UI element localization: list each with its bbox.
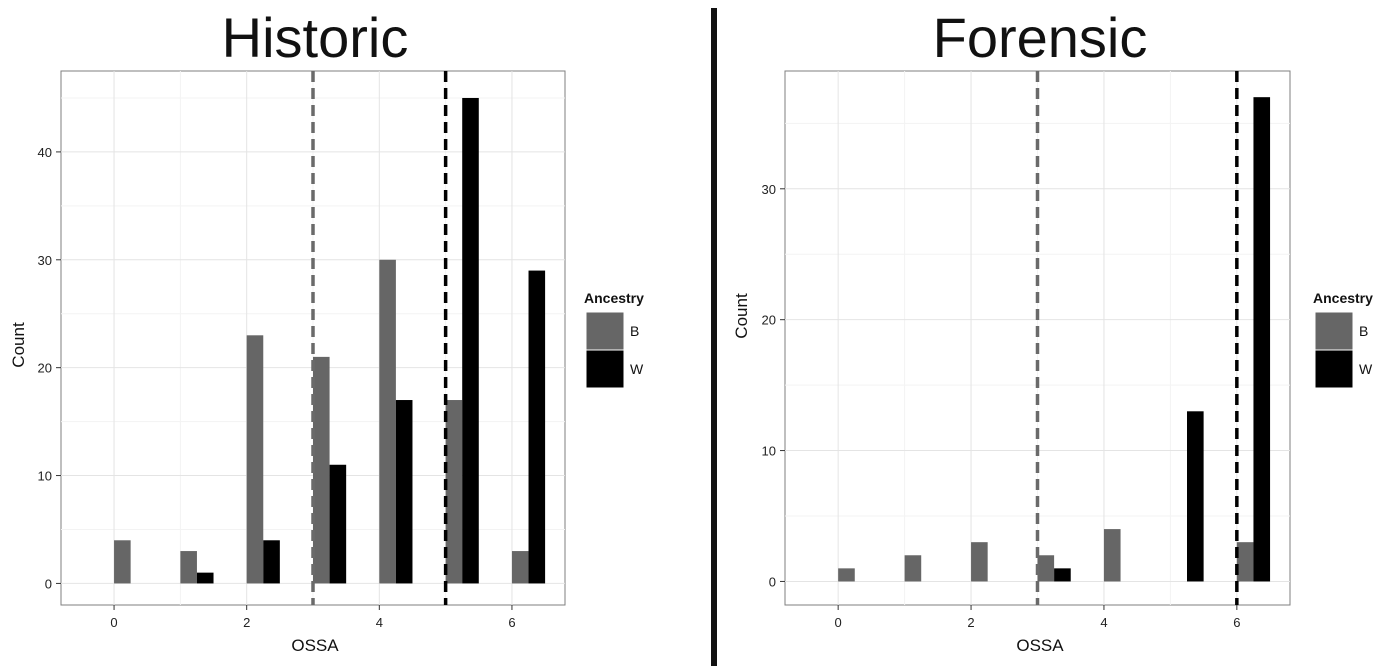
y-tick-label: 30 xyxy=(762,182,776,197)
plot-area: 0 10 20 30 40 0 2 4 6 xyxy=(38,70,566,630)
chart-title: Historic xyxy=(222,6,409,69)
y-tick-label: 20 xyxy=(762,313,776,328)
legend: BW xyxy=(585,311,644,389)
bar-b xyxy=(114,540,131,584)
y-axis-title: Count xyxy=(732,293,751,339)
y-axis-title: Count xyxy=(9,322,28,368)
bar-w xyxy=(1253,97,1271,582)
x-tick-label: 4 xyxy=(376,615,383,630)
y-tick-label: 20 xyxy=(38,361,52,376)
legend-swatch-w xyxy=(585,349,625,389)
panel-forensic: 0 10 20 30 0 2 4 6 Forensic OSSA Count Ancestry… xyxy=(732,6,1373,655)
x-axis-title: OSSA xyxy=(1016,636,1064,655)
bar-b xyxy=(838,568,855,582)
legend: BW xyxy=(1314,311,1373,389)
bar-b xyxy=(1236,542,1254,582)
y-tick-label: 0 xyxy=(769,574,776,589)
plot-area: 0 10 20 30 0 2 4 6 xyxy=(762,70,1291,630)
x-tick-label: 6 xyxy=(508,615,515,630)
x-tick-label: 2 xyxy=(243,615,250,630)
bar-b xyxy=(1103,529,1121,582)
bar-b xyxy=(313,356,330,584)
bar-b xyxy=(180,551,197,584)
legend-swatch-b xyxy=(585,311,625,351)
bar-w xyxy=(395,400,413,584)
bar-b xyxy=(971,542,988,582)
bar-w xyxy=(528,270,546,584)
panel-historic: 0 10 20 30 40 0 2 4 6 Historic OSSA Count Ancest… xyxy=(9,6,644,655)
bar-w xyxy=(1054,568,1071,582)
bar-w xyxy=(263,540,280,584)
x-axis-title: OSSA xyxy=(291,636,339,655)
legend-swatch-b xyxy=(1314,311,1354,351)
legend-label: B xyxy=(630,323,639,339)
y-tick-label: 10 xyxy=(762,444,776,459)
x-tick-label: 0 xyxy=(835,615,842,630)
bar-w xyxy=(1187,411,1204,582)
y-tick-label: 30 xyxy=(38,253,52,268)
bar-b xyxy=(1037,555,1055,582)
legend-label: B xyxy=(1359,323,1368,339)
bar-b xyxy=(511,551,529,584)
y-tick-label: 40 xyxy=(38,145,52,160)
bar-b xyxy=(445,400,463,584)
y-tick-label: 0 xyxy=(45,576,52,591)
x-tick-label: 6 xyxy=(1233,615,1240,630)
bar-b xyxy=(379,259,396,584)
legend-title: Ancestry xyxy=(1313,290,1373,306)
bar-b xyxy=(904,555,922,582)
bar-w xyxy=(462,97,479,584)
legend-label: W xyxy=(1359,361,1373,377)
bar-w xyxy=(329,464,347,584)
legend-label: W xyxy=(630,361,644,377)
chart-title: Forensic xyxy=(933,6,1148,69)
x-tick-label: 2 xyxy=(967,615,974,630)
x-tick-label: 0 xyxy=(110,615,117,630)
y-tick-label: 10 xyxy=(38,469,52,484)
bar-b xyxy=(246,335,264,584)
bar-w xyxy=(196,572,214,584)
x-tick-label: 4 xyxy=(1100,615,1107,630)
legend-title: Ancestry xyxy=(584,290,644,306)
legend-swatch-w xyxy=(1314,349,1354,389)
